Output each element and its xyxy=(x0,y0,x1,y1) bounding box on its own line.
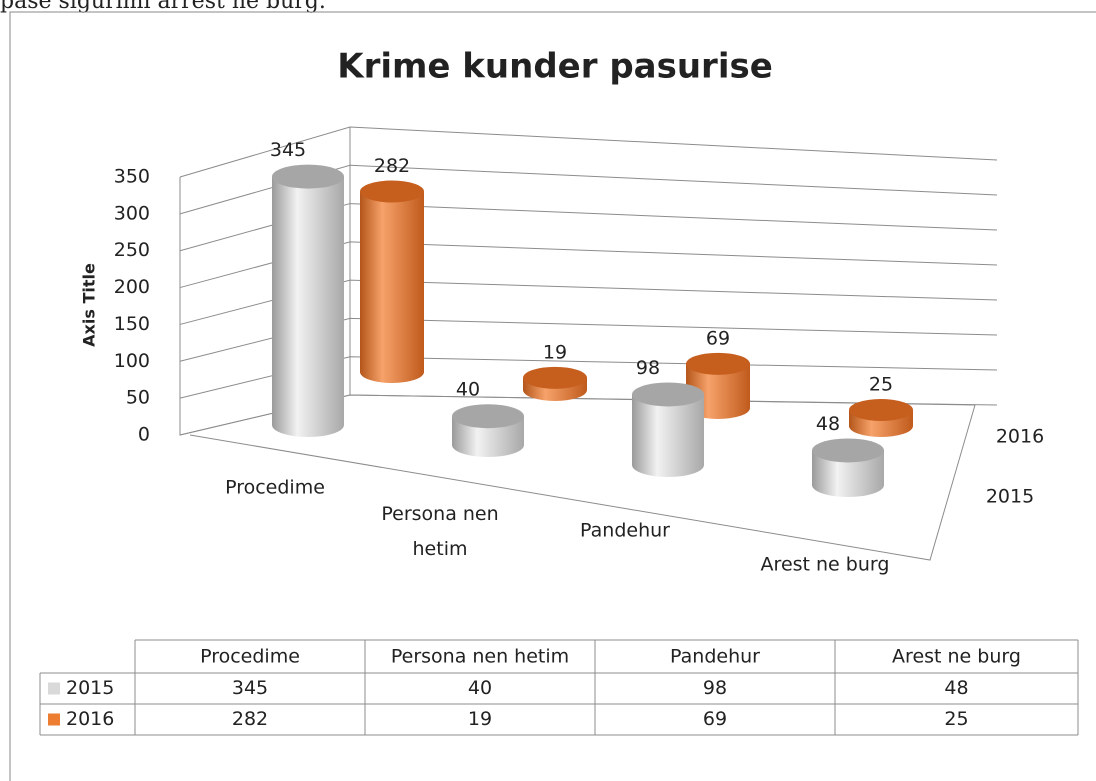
chart-title: Krime kunder pasurise xyxy=(337,47,773,87)
table-header: Persona nen hetim xyxy=(391,646,569,668)
y-tick-label: 350 xyxy=(114,166,150,188)
cylinder-top xyxy=(523,366,587,389)
table-cell: 98 xyxy=(703,677,727,699)
data-label: 48 xyxy=(816,413,840,435)
legend-swatch xyxy=(48,713,60,726)
cylinder xyxy=(360,180,424,383)
table-cell: 25 xyxy=(944,708,968,730)
depth-label: 2016 xyxy=(996,426,1044,448)
x-tick-label: Procedime xyxy=(225,477,325,499)
data-label: 19 xyxy=(543,341,567,363)
legend-label: 2016 xyxy=(66,708,114,730)
grid-line xyxy=(179,394,998,436)
x-tick-label: Arest ne burg xyxy=(761,554,890,576)
chart-frame xyxy=(9,11,1096,781)
cylinder xyxy=(849,399,913,437)
cylinder xyxy=(812,438,884,497)
grid-line xyxy=(179,203,998,252)
y-tick-label: 0 xyxy=(138,424,150,446)
cylinder-top xyxy=(632,382,704,407)
cylinder xyxy=(452,404,524,457)
legend-label: 2015 xyxy=(66,677,114,699)
table-cell: 345 xyxy=(232,677,268,699)
x-tick-label: Pandehur xyxy=(580,520,670,542)
cylinder-top xyxy=(686,352,750,375)
cylinder-top xyxy=(452,404,524,429)
grid-line xyxy=(179,241,998,289)
y-tick-label: 200 xyxy=(114,276,150,298)
table-cell: 40 xyxy=(468,677,492,699)
y-axis-title: Axis Title xyxy=(80,263,99,347)
grid-line xyxy=(179,164,998,215)
header-text: pase sigurimi arrest ne burg. xyxy=(0,0,326,14)
y-tick-label: 100 xyxy=(114,350,150,372)
y-tick-label: 250 xyxy=(114,239,150,261)
data-label: 25 xyxy=(869,374,893,396)
cylinder-top xyxy=(812,438,884,463)
data-label: 69 xyxy=(706,327,730,349)
table-header: Pandehur xyxy=(670,646,760,668)
legend-swatch xyxy=(48,682,60,695)
cylinder xyxy=(632,382,704,477)
grid-line xyxy=(179,356,998,399)
cylinder-top xyxy=(849,399,913,421)
cylinder xyxy=(523,366,587,401)
y-tick-label: 300 xyxy=(114,202,150,224)
cylinder-top xyxy=(360,180,424,203)
y-tick-label: 50 xyxy=(126,387,150,409)
depth-label: 2015 xyxy=(986,486,1034,508)
cylinder xyxy=(272,164,344,437)
table-cell: 282 xyxy=(232,708,268,730)
data-label: 40 xyxy=(456,379,480,401)
table-cell: 19 xyxy=(468,708,492,730)
cylinder-top xyxy=(272,164,344,189)
table-header: Procedime xyxy=(200,646,300,668)
table-cell: 69 xyxy=(703,708,727,730)
grid-line xyxy=(179,317,998,362)
grid-line xyxy=(179,126,998,178)
cylinder-body xyxy=(360,191,424,372)
x-tick-label: Persona nen hetim xyxy=(381,503,498,560)
data-label: 98 xyxy=(636,357,660,379)
table-cell: 48 xyxy=(944,677,968,699)
y-tick-label: 150 xyxy=(114,313,150,335)
data-label: 282 xyxy=(374,155,410,177)
cylinder-body xyxy=(272,176,344,425)
grid-line xyxy=(179,279,998,325)
table-header: Arest ne burg xyxy=(892,646,1021,668)
data-label: 345 xyxy=(270,139,306,161)
